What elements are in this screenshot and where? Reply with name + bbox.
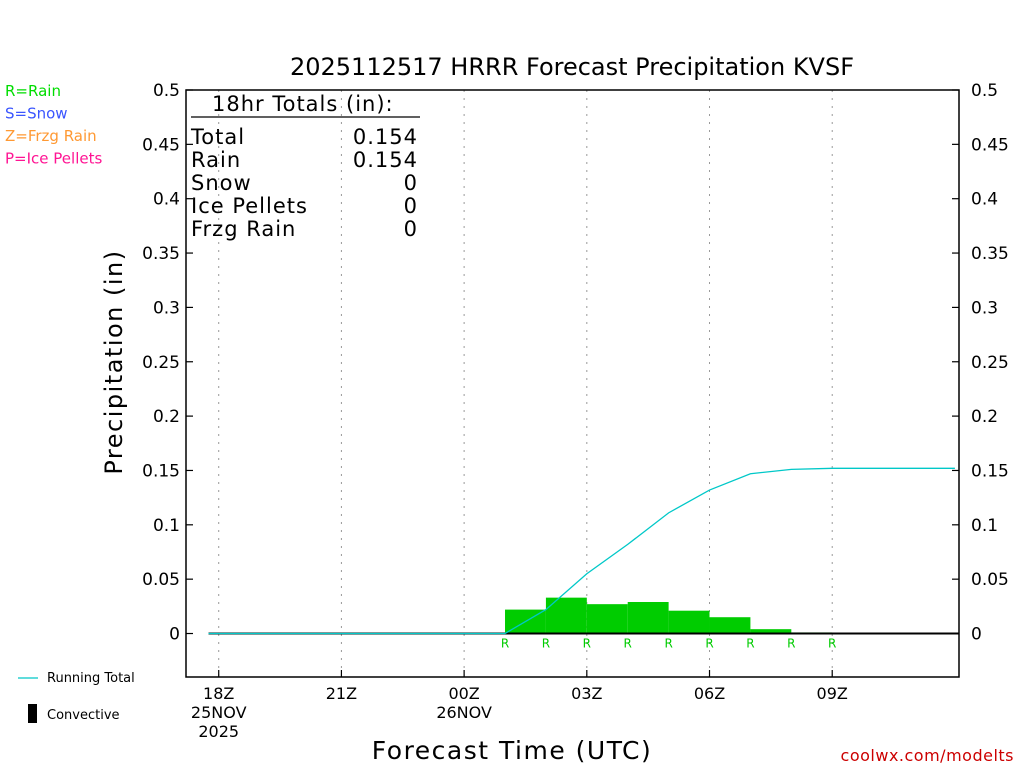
- ptype-legend-item: S=Snow: [5, 105, 68, 123]
- convective-legend-swatch: [28, 704, 37, 723]
- x-tick-label: 06Z: [694, 684, 725, 703]
- y-tick-label-right: 0.05: [971, 570, 1009, 590]
- y-tick-label: 0: [169, 625, 180, 645]
- precip-bar: [627, 601, 669, 634]
- x-tick-label: 25NOV: [191, 703, 247, 722]
- x-tick-label: 26NOV: [436, 703, 492, 722]
- x-tick-label: 21Z: [326, 684, 357, 703]
- y-tick-label-right: 0.3: [971, 298, 998, 318]
- ptype-legend-item: P=Ice Pellets: [5, 150, 102, 168]
- running-total-legend-label: Running Total: [47, 671, 135, 686]
- totals-row-label: Rain: [191, 148, 241, 172]
- y-tick-label: 0.5: [153, 81, 180, 101]
- y-tick-label-right: 0.5: [971, 81, 998, 101]
- precip-type-legend: R=Rain S=Snow Z=Frzg Rain P=Ice Pellets: [5, 82, 102, 168]
- totals-rows: Total 0.154 Rain 0.154 Snow 0 Ice Pellets 0 Frzg…: [190, 125, 418, 241]
- rain-marker: R: [828, 637, 836, 651]
- y-tick-label-right: 0.25: [971, 353, 1009, 373]
- totals-row-value: 0.154: [353, 125, 418, 149]
- chart-title: 2025112517 HRRR Forecast Precipitation K…: [290, 53, 854, 81]
- y-tick-label: 0.45: [142, 135, 180, 155]
- convective-legend-label: Convective: [47, 708, 120, 723]
- rain-marker: R: [705, 637, 713, 651]
- vertical-gridlines: [218, 90, 833, 677]
- y-tick-label: 0.3: [153, 298, 180, 318]
- totals-box: 18hr Totals (in): Total 0.154 Rain 0.154 Sno…: [190, 92, 420, 241]
- y-tick-label-right: 0: [971, 625, 982, 645]
- credit-text: coolwx.com/modelts: [841, 746, 1014, 765]
- x-tick-label: 18Z: [203, 684, 234, 703]
- x-tick-label: 2025: [198, 722, 239, 741]
- totals-row-value: 0.154: [353, 148, 418, 172]
- x-axis-label: Forecast Time (UTC): [372, 736, 652, 765]
- rain-marker: R: [624, 637, 632, 651]
- rain-marker: R: [501, 637, 509, 651]
- y-tick-label-right: 0.1: [971, 516, 998, 536]
- y-tick-label: 0.25: [142, 353, 180, 373]
- precip-bar: [709, 617, 751, 634]
- running-total-line: [208, 467, 955, 635]
- y-axis-right: 0 0.05 0.1 0.15 0.2 0.25 0.3 0.35 0.4 0.45 0.5: [952, 81, 1009, 645]
- totals-row-label: Ice Pellets: [191, 194, 308, 218]
- precip-bar: [750, 629, 792, 634]
- y-tick-label: 0.2: [153, 407, 180, 427]
- y-tick-label: 0.4: [153, 190, 180, 210]
- rain-marker: R: [542, 637, 550, 651]
- y-axis-label: Precipitation (in): [100, 249, 128, 474]
- x-tick-label: 09Z: [817, 684, 848, 703]
- rain-marker: R: [746, 637, 754, 651]
- y-axis-left: 0 0.05 0.1 0.15 0.2 0.25 0.3 0.35 0.4 0.45 0.5: [142, 81, 193, 645]
- y-tick-label: 0.35: [142, 244, 180, 264]
- y-tick-label-right: 0.35: [971, 244, 1009, 264]
- precip-bar: [586, 604, 628, 634]
- y-tick-label-right: 0.45: [971, 135, 1009, 155]
- y-tick-label-right: 0.4: [971, 190, 998, 210]
- x-tick-label: 03Z: [571, 684, 602, 703]
- y-tick-label: 0.15: [142, 461, 180, 481]
- y-tick-label: 0.05: [142, 570, 180, 590]
- totals-row-value: 0: [404, 171, 418, 195]
- totals-row-label: Frzg Rain: [191, 217, 296, 241]
- rain-marker: R: [583, 637, 591, 651]
- rain-marker: R: [664, 637, 672, 651]
- bottom-legend: Running Total Convective: [18, 671, 135, 723]
- totals-row-label: Total: [190, 125, 245, 149]
- ptype-legend-item: Z=Frzg Rain: [5, 127, 97, 145]
- ptype-legend-item: R=Rain: [5, 82, 61, 100]
- totals-row-label: Snow: [191, 171, 252, 195]
- totals-header: 18hr Totals (in):: [212, 92, 394, 116]
- plot-frame: [185, 89, 960, 678]
- precip-bar: [668, 610, 710, 634]
- totals-row-value: 0: [404, 217, 418, 241]
- x-tick-label: 00Z: [448, 684, 479, 703]
- y-tick-label-right: 0.2: [971, 407, 998, 427]
- y-tick-label-right: 0.15: [971, 461, 1009, 481]
- precip-bar: [545, 597, 587, 634]
- totals-row-value: 0: [404, 194, 418, 218]
- y-tick-label: 0.1: [153, 516, 180, 536]
- rain-marker: R: [787, 637, 795, 651]
